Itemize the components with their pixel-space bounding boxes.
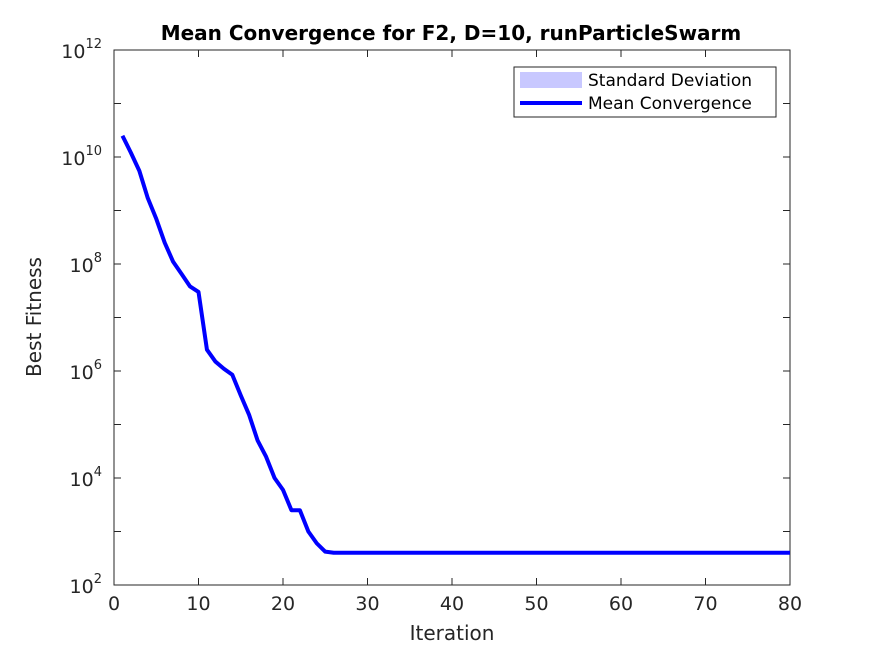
legend-swatch-std-deviation: [520, 72, 582, 88]
chart-title: Mean Convergence for F2, D=10, runPartic…: [161, 21, 742, 45]
y-tick-label: 1012: [61, 37, 102, 63]
x-ticks: 0 10 20 30 40 50 60 70 80: [108, 50, 802, 615]
x-tick-label: 50: [524, 593, 548, 615]
x-axis-label: Iteration: [410, 621, 495, 645]
x-tick-label: 40: [440, 593, 464, 615]
y-axis-label: Best Fitness: [22, 257, 46, 377]
plot-box: [113, 49, 791, 586]
x-tick-label: 20: [271, 593, 295, 615]
x-tick-label: 60: [609, 593, 633, 615]
y-tick-label: 104: [70, 465, 102, 491]
y-tick-label: 102: [70, 572, 102, 598]
x-tick-label: 10: [186, 593, 210, 615]
legend: Standard Deviation Mean Convergence: [513, 66, 777, 118]
x-tick-label: 80: [778, 593, 802, 615]
x-tick-label: 0: [108, 593, 120, 615]
y-tick-label: 108: [70, 251, 102, 277]
series-layer: [120, 134, 790, 555]
mean-convergence-line: [120, 134, 790, 555]
y-tick-label: 106: [70, 358, 102, 384]
x-tick-label: 70: [693, 593, 717, 615]
x-tick-label: 30: [355, 593, 379, 615]
y-ticks: 102 104 106 108 1010 1012: [61, 37, 790, 598]
legend-label-mean-convergence: Mean Convergence: [588, 94, 752, 114]
y-tick-label: 1010: [61, 144, 102, 170]
legend-label-std-deviation: Standard Deviation: [588, 71, 752, 91]
